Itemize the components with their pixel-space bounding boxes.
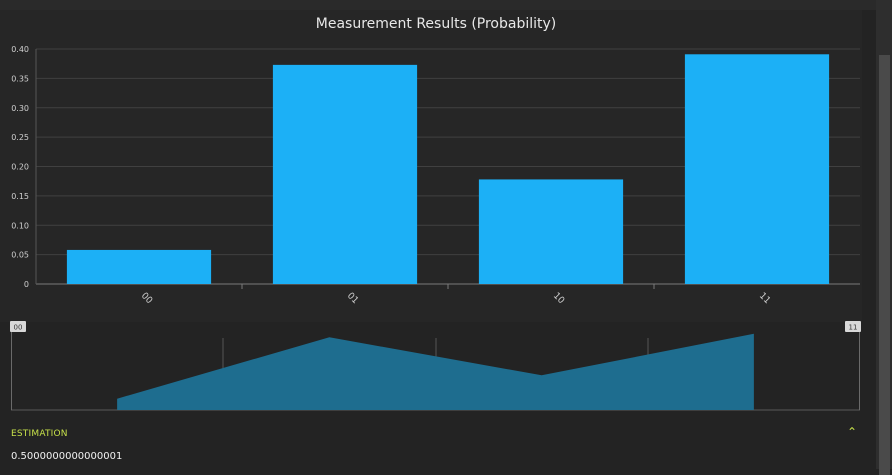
navigator-end-label: 11 — [849, 324, 858, 332]
bar[interactable] — [478, 179, 624, 284]
bar[interactable] — [272, 64, 418, 284]
y-tick-label: 0.25 — [11, 133, 29, 142]
chevron-up-icon[interactable]: ⌃ — [846, 425, 858, 439]
estimation-section — [0, 420, 872, 469]
chart-title: Measurement Results (Probability) — [315, 16, 557, 32]
y-tick-label: 0.40 — [11, 45, 29, 54]
estimation-label: ESTIMATION — [11, 429, 68, 439]
y-tick-label: 0.05 — [11, 251, 29, 260]
navigator-start-label: 00 — [14, 324, 23, 332]
range-navigator[interactable]: 00 11 — [0, 310, 872, 420]
bar-chart: 0 0.05 0.10 0.15 0.20 0.25 0.30 0.35 0.40 00 01 10… — [11, 45, 860, 306]
navigator-end-handle[interactable]: 11 — [845, 321, 861, 332]
x-tick-label: 00 — [139, 291, 154, 306]
scrollbar-thumb[interactable] — [879, 55, 890, 475]
navigator-start-handle[interactable]: 00 — [10, 321, 26, 332]
y-tick-label: 0.15 — [11, 192, 29, 201]
y-axis-ticks: 0 0.05 0.10 0.15 0.20 0.25 0.30 0.35 0.40 — [11, 45, 29, 289]
x-axis-ticks: 00 01 10 11 — [139, 284, 772, 306]
y-tick-label: 0.10 — [11, 221, 29, 230]
x-tick-label: 11 — [757, 291, 772, 306]
x-tick-label: 10 — [551, 291, 566, 306]
bar[interactable] — [66, 249, 212, 284]
top-bar — [0, 0, 892, 10]
bars — [66, 54, 830, 284]
x-tick-label: 01 — [345, 291, 360, 306]
bar[interactable] — [684, 54, 830, 284]
navigator-area — [117, 333, 754, 410]
y-tick-label: 0.30 — [11, 104, 29, 113]
estimation-value: 0.5000000000000001 — [11, 451, 123, 462]
y-tick-label: 0.35 — [11, 74, 29, 83]
y-tick-label: 0 — [24, 280, 29, 289]
y-tick-label: 0.20 — [11, 163, 29, 172]
